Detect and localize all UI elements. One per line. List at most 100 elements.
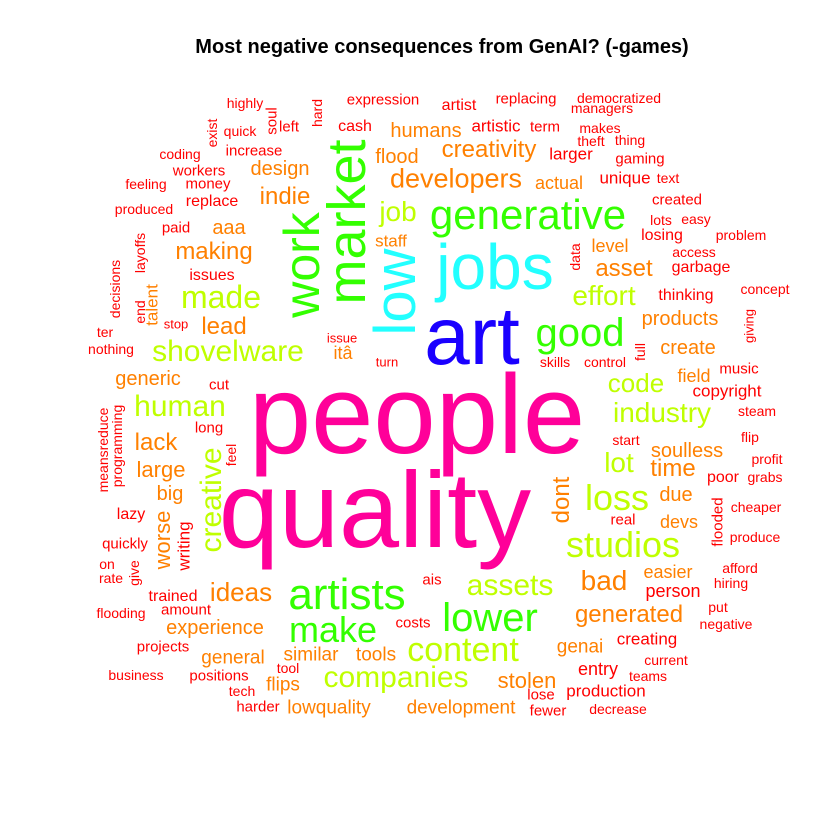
word-feeling: feeling — [125, 176, 167, 192]
word-grabs: grabs — [747, 469, 783, 485]
word-made: made — [180, 279, 262, 315]
word-amount: amount — [160, 601, 212, 619]
word-good: good — [535, 311, 625, 355]
word-stolen: stolen — [497, 668, 557, 693]
word-on: on — [99, 556, 115, 572]
word-art: art — [424, 291, 520, 382]
word-lot: lot — [604, 447, 634, 478]
word-harder: harder — [236, 698, 280, 716]
word-teams: teams — [628, 668, 668, 684]
word-increase: increase — [225, 142, 283, 160]
word-unique: unique — [599, 168, 651, 188]
word-negative: negative — [699, 616, 753, 632]
word-production: production — [566, 681, 646, 701]
word-flip: flip — [741, 429, 759, 445]
word-lead: lead — [201, 313, 247, 340]
word-lose: lose — [527, 686, 555, 704]
word-devs: devs — [659, 512, 699, 532]
word-it: itâ — [333, 343, 353, 363]
word-giving: giving — [741, 309, 757, 343]
word-shovelware: shovelware — [152, 335, 304, 368]
word-lower: lower — [442, 596, 538, 640]
word-lowquality: lowquality — [287, 697, 371, 719]
word-bad: bad — [580, 565, 628, 596]
word-creativity: creativity — [441, 136, 537, 163]
word-stop: stop — [163, 316, 189, 332]
word-lazy: lazy — [116, 506, 146, 523]
word-flooded: flooded — [709, 497, 727, 547]
word-managers: managers — [570, 100, 634, 116]
word-thing: thing — [614, 132, 646, 148]
word-job: job — [379, 196, 417, 227]
word-indie: indie — [259, 183, 311, 210]
word-projects: projects — [136, 638, 190, 656]
word-worse: worse — [150, 510, 175, 570]
word-afford: afford — [722, 560, 758, 576]
word-produce: produce — [729, 529, 781, 545]
word-replacing: replacing — [495, 90, 557, 108]
word-garbage: garbage — [671, 259, 731, 276]
word-make: make — [288, 609, 378, 650]
word-companies: companies — [323, 661, 469, 694]
word-highly: highly — [226, 95, 264, 111]
word-work: work — [274, 212, 330, 318]
word-issue: issue — [326, 330, 358, 346]
word-coding: coding — [159, 146, 201, 162]
word-effort: effort — [572, 280, 636, 311]
word-developers: developers — [389, 163, 523, 194]
word-expression: expression — [346, 91, 420, 109]
word-current: current — [644, 652, 688, 668]
word-trained: trained — [148, 588, 198, 605]
word-flood: flood — [375, 146, 419, 168]
word-code: code — [607, 368, 665, 398]
word-exist: exist — [204, 118, 220, 148]
word-steam: steam — [737, 403, 777, 419]
word-flips: flips — [266, 674, 300, 696]
word-larger: larger — [549, 144, 593, 164]
word-costs: costs — [395, 614, 431, 632]
word-ais: ais — [422, 571, 442, 589]
word-layoffs: layoffs — [132, 232, 148, 274]
word-access: access — [672, 244, 716, 260]
word-studios: studios — [565, 524, 681, 565]
word-aaa: aaa — [212, 217, 246, 239]
word-decrease: decrease — [589, 701, 647, 717]
word-making: making — [175, 238, 253, 265]
word-writing: writing — [174, 521, 194, 571]
word-soulless: soulless — [650, 440, 724, 462]
word-rate: rate — [98, 570, 124, 586]
word-issues: issues — [189, 267, 235, 284]
word-create: create — [660, 337, 716, 359]
word-flooding: flooding — [96, 605, 146, 621]
word-artistic: artistic — [471, 116, 521, 136]
word-concept: concept — [740, 281, 790, 297]
word-loss: loss — [584, 477, 650, 518]
word-industry: industry — [612, 397, 712, 428]
word-cheaper: cheaper — [730, 499, 782, 515]
word-ter: ter — [96, 324, 114, 340]
word-products: products — [641, 308, 719, 330]
word-cash: cash — [338, 118, 372, 135]
word-data: data — [567, 243, 583, 271]
word-feel: feel — [223, 443, 239, 467]
word-losing: losing — [641, 227, 683, 244]
word-staff: staff — [375, 231, 407, 251]
word-workers: workers — [172, 162, 226, 180]
word-music: music — [719, 360, 759, 378]
word-general: general — [201, 647, 265, 669]
word-hiring: hiring — [713, 575, 749, 591]
word-entry: entry — [577, 659, 619, 679]
word-real: real — [610, 511, 636, 529]
word-quickly: quickly — [102, 535, 148, 553]
word-put: put — [708, 599, 728, 615]
word-turn: turn — [375, 354, 399, 370]
word-asset: asset — [595, 255, 653, 282]
word-thinking: thinking — [658, 287, 714, 304]
word-easy: easy — [681, 211, 711, 227]
word-tool: tool — [276, 660, 300, 676]
word-human: human — [134, 390, 226, 423]
word-nothing: nothing — [88, 341, 134, 357]
word-replace: replace — [185, 193, 239, 210]
word-quick: quick — [223, 123, 257, 139]
